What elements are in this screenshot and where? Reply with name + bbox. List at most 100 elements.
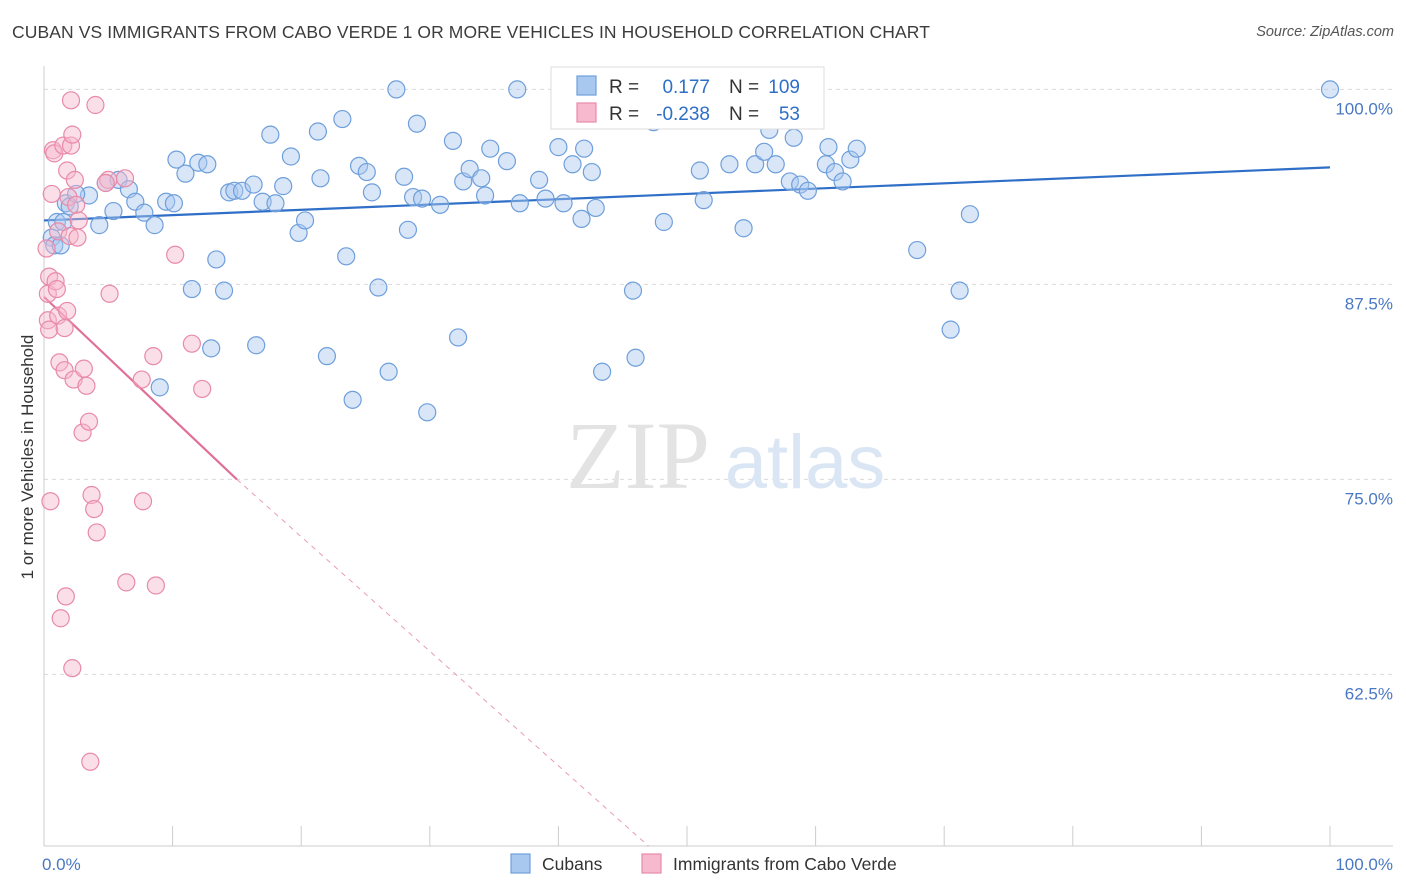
point-cubans-70 — [575, 139, 594, 158]
point-cabo-verde-42 — [115, 169, 135, 188]
y-tick-label-2: 87.5% — [1345, 294, 1393, 313]
point-cabo-verde-37 — [82, 485, 101, 505]
point-cubans-7 — [90, 216, 109, 235]
watermark-zip: ZIP — [566, 402, 710, 509]
point-cubans-39 — [317, 347, 337, 366]
point-cubans-96 — [847, 139, 866, 158]
chart-source: Source: ZipAtlas.com — [1256, 24, 1394, 40]
point-cubans-19 — [182, 279, 201, 299]
point-cubans-36 — [295, 211, 315, 230]
point-cubans-106 — [407, 114, 427, 133]
point-cabo-verde-39 — [86, 95, 105, 115]
point-cubans-38 — [311, 169, 330, 188]
point-cabo-verde-11 — [49, 222, 68, 241]
point-cubans-69 — [572, 209, 591, 228]
point-cabo-verde-31 — [69, 211, 88, 230]
point-cabo-verde-52 — [96, 173, 115, 193]
point-cabo-verde-24 — [61, 91, 81, 110]
point-cubans-71 — [582, 162, 601, 182]
point-cubans-86 — [766, 155, 785, 174]
point-cabo-verde-43 — [117, 573, 136, 592]
point-cabo-verde-40 — [87, 523, 106, 542]
point-cubans-67 — [554, 194, 573, 213]
point-cabo-verde-33 — [74, 359, 93, 378]
point-cabo-verde-38 — [85, 499, 104, 519]
point-cabo-verde-22 — [60, 226, 79, 246]
legend-n-value-1: 109 — [768, 77, 800, 98]
point-cubans-73 — [593, 362, 612, 381]
legend-r-label-2: R = — [609, 104, 639, 125]
point-cabo-verde-35 — [79, 412, 99, 431]
point-cubans-93 — [825, 162, 844, 182]
point-cubans-83 — [746, 155, 765, 174]
point-cubans-101 — [1320, 80, 1340, 99]
point-cabo-verde-48 — [166, 245, 185, 264]
point-cubans-90 — [798, 181, 817, 200]
point-cubans-47 — [379, 362, 398, 381]
point-cabo-verde-17 — [55, 318, 74, 338]
point-cubans-23 — [207, 250, 226, 269]
legend-bottom-swatch-cubans — [510, 853, 531, 874]
point-cubans-18 — [176, 164, 195, 183]
legend-bottom-swatch-cabo-verde — [641, 853, 662, 874]
grid-lines — [44, 88, 1393, 675]
point-cubans-44 — [357, 162, 376, 182]
point-cubans-75 — [626, 348, 645, 367]
legend-n-label-2: N = — [729, 104, 759, 125]
point-cubans-53 — [418, 403, 437, 422]
point-cubans-33 — [274, 177, 293, 196]
point-cabo-verde-18 — [56, 587, 75, 606]
point-cubans-31 — [261, 125, 280, 144]
point-cubans-17 — [167, 150, 186, 169]
point-cubans-14 — [145, 216, 164, 235]
point-cubans-97 — [908, 240, 927, 260]
point-cubans-56 — [448, 328, 468, 347]
point-cabo-verde-28 — [65, 170, 84, 189]
legend-series: Cubans Immigrants from Cabo Verde — [510, 853, 897, 874]
point-cubans-61 — [475, 186, 495, 205]
point-cubans-13 — [135, 203, 154, 222]
point-cubans-52 — [412, 189, 432, 208]
point-cubans-45 — [362, 183, 382, 202]
point-cubans-99 — [950, 281, 969, 300]
point-cubans-51 — [403, 187, 423, 207]
point-cubans-81 — [720, 155, 739, 174]
point-cubans-16 — [164, 194, 183, 213]
x-tick-label-0: 0.0% — [42, 855, 81, 874]
legend-r-value-2: -0.238 — [656, 104, 710, 125]
y-tick-label-1: 75.0% — [1345, 489, 1393, 508]
point-cubans-34 — [281, 147, 301, 166]
point-cubans-79 — [690, 161, 709, 180]
point-cubans-98 — [941, 320, 960, 339]
point-cabo-verde-47 — [146, 576, 165, 595]
point-cubans-72 — [586, 198, 605, 218]
point-cubans-9 — [104, 201, 123, 221]
point-cubans-65 — [530, 170, 549, 189]
point-cubans-28 — [244, 175, 263, 194]
point-cubans-88 — [784, 128, 803, 147]
point-cubans-2 — [47, 212, 66, 232]
point-cabo-verde-0 — [37, 239, 56, 258]
y-tick-label-3: 100.0% — [1335, 99, 1393, 118]
point-cabo-verde-19 — [58, 161, 77, 180]
point-cabo-verde-29 — [67, 195, 86, 214]
point-cubans-105 — [549, 138, 568, 157]
y-axis-label: 1 or more Vehicles in Household — [18, 335, 37, 580]
point-cubans-24 — [214, 281, 234, 300]
point-cubans-29 — [247, 336, 266, 355]
point-cabo-verde-30 — [68, 228, 87, 247]
point-cubans-48 — [387, 80, 406, 99]
point-cabo-verde-25 — [63, 659, 82, 678]
point-cubans-77 — [654, 212, 673, 232]
point-cubans-62 — [497, 152, 517, 171]
point-cubans-104 — [150, 378, 169, 397]
point-cubans-15 — [157, 192, 176, 211]
point-cabo-verde-26 — [63, 125, 82, 144]
legend-n-label-1: N = — [729, 77, 759, 98]
point-cubans-54 — [430, 195, 450, 214]
point-cabo-verde-9 — [46, 272, 65, 291]
point-cubans-50 — [398, 220, 418, 239]
point-cubans-63 — [508, 80, 527, 99]
trendline-cabo-verde-extension — [236, 479, 649, 847]
point-cabo-verde-41 — [100, 284, 119, 303]
